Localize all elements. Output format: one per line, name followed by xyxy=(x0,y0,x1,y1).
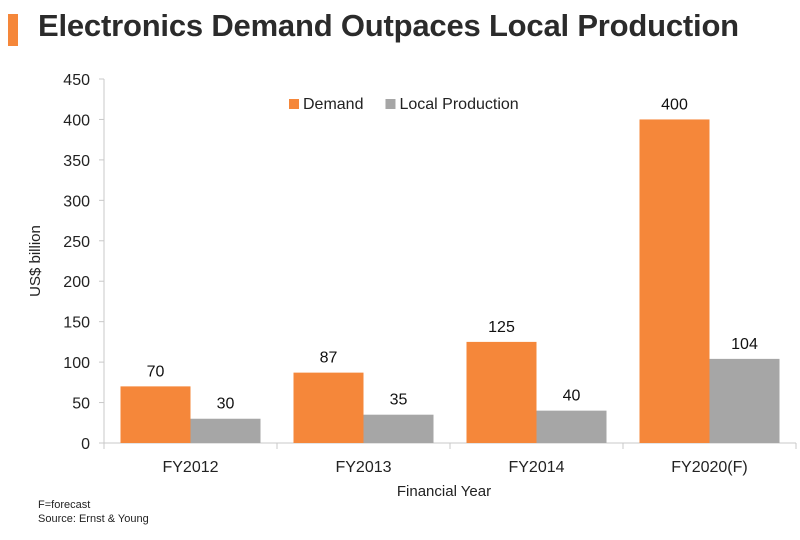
legend-label: Demand xyxy=(303,96,363,113)
legend-label: Local Production xyxy=(399,96,518,113)
bar-demand xyxy=(293,372,364,443)
y-tick-label: 0 xyxy=(81,436,90,453)
x-tick-label: FY2013 xyxy=(335,459,391,476)
legend-swatch-demand xyxy=(289,99,299,109)
y-tick-label: 100 xyxy=(63,355,90,372)
x-axis-title: Financial Year xyxy=(397,483,491,500)
y-tick-label: 400 xyxy=(63,112,90,129)
data-label: 400 xyxy=(661,96,688,113)
bar-demand xyxy=(120,386,191,443)
x-tick-label: FY2012 xyxy=(162,459,218,476)
forecast-note: F=forecast xyxy=(38,499,91,511)
bar-local-production xyxy=(363,414,434,443)
y-tick-label: 150 xyxy=(63,315,90,332)
data-label: 125 xyxy=(488,319,515,336)
source-note: Source: Ernst & Young xyxy=(38,513,149,525)
bar-demand xyxy=(466,341,537,443)
data-label: 30 xyxy=(217,396,235,413)
y-tick-label: 250 xyxy=(63,234,90,251)
data-label: 40 xyxy=(563,388,581,405)
bar-local-production xyxy=(709,358,780,443)
y-tick-label: 200 xyxy=(63,274,90,291)
data-label: 70 xyxy=(147,363,165,380)
bar-local-production xyxy=(190,418,261,443)
y-tick-label: 300 xyxy=(63,193,90,210)
y-tick-label: 50 xyxy=(72,396,90,413)
y-tick-label: 450 xyxy=(63,72,90,89)
x-tick-label: FY2020(F) xyxy=(671,459,747,476)
bar-local-production xyxy=(536,410,607,443)
y-tick-label: 350 xyxy=(63,153,90,170)
chart-title: Electronics Demand Outpaces Local Produc… xyxy=(38,8,739,43)
data-label: 87 xyxy=(320,350,338,367)
legend-swatch-local-production xyxy=(385,99,396,109)
data-label: 35 xyxy=(390,392,408,409)
title-accent-bar xyxy=(8,14,18,46)
y-axis-title: US$ billion xyxy=(27,225,44,297)
bar-demand xyxy=(639,119,710,443)
x-tick-label: FY2014 xyxy=(508,459,564,476)
data-label: 104 xyxy=(731,336,758,353)
